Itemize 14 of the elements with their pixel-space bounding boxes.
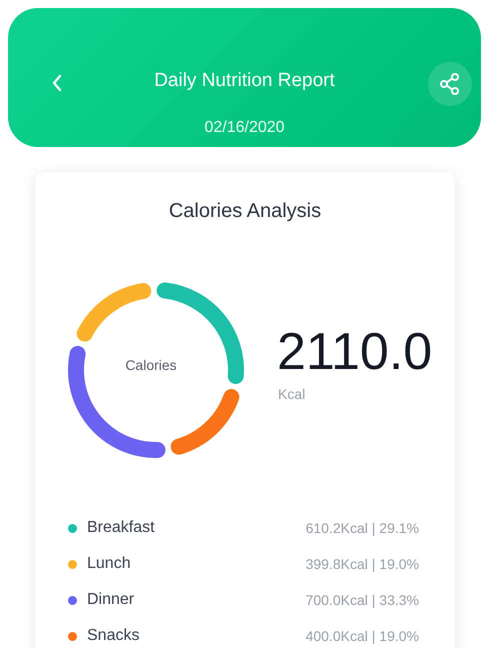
text: Calories — [124, 357, 178, 373]
legend-label: Lunch — [87, 555, 132, 573]
legend-label: Breakfast — [87, 519, 156, 537]
legend-label: Dinner — [87, 591, 136, 609]
data-label: 700.0Kcal | 33.3% — [306, 592, 419, 608]
data-label: 610.2Kcal | 29.1% — [306, 520, 419, 536]
text: Kcal — [278, 386, 306, 402]
data-label: 400.0Kcal | 19.0% — [306, 628, 419, 644]
chart-subtitle: 02/16/2020 — [203, 119, 286, 137]
data-label: 399.8Kcal | 19.0% — [306, 556, 419, 572]
text: 2110.0 — [277, 322, 432, 382]
legend-label: Snacks — [87, 627, 140, 645]
text: Calories Analysis — [168, 200, 322, 223]
chart-title: Daily Nutrition Report — [153, 70, 336, 92]
